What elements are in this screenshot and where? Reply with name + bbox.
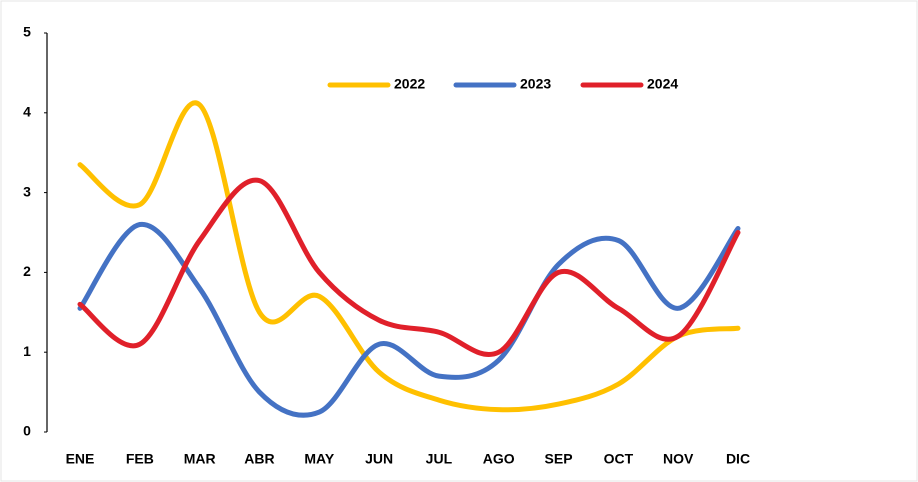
x-tick-label: NOV [663,451,694,467]
series-line [77,177,741,357]
x-tick-label: ENE [66,451,95,467]
x-tick-label: AGO [483,451,515,467]
x-tick-label: MAR [184,451,216,467]
y-tick-label: 0 [23,423,31,439]
x-tick-label: JUN [365,451,393,467]
series-line [77,222,741,418]
x-tick-label: SEP [545,451,573,467]
y-tick-label: 1 [23,343,31,359]
y-tick-label: 4 [23,104,31,120]
legend-label: 2023 [520,76,551,92]
series-line [77,100,741,413]
y-tick-label: 5 [23,24,31,40]
legend-label: 2024 [647,76,678,92]
x-tick-label: JUL [426,451,453,467]
x-tick-label: MAY [304,451,334,467]
y-tick-label: 3 [23,183,31,199]
x-tick-label: DIC [726,451,750,467]
x-tick-label: FEB [126,451,154,467]
x-tick-label: OCT [604,451,634,467]
y-tick-label: 2 [23,263,31,279]
x-tick-label: ABR [244,451,274,467]
legend-label: 2022 [394,76,425,92]
